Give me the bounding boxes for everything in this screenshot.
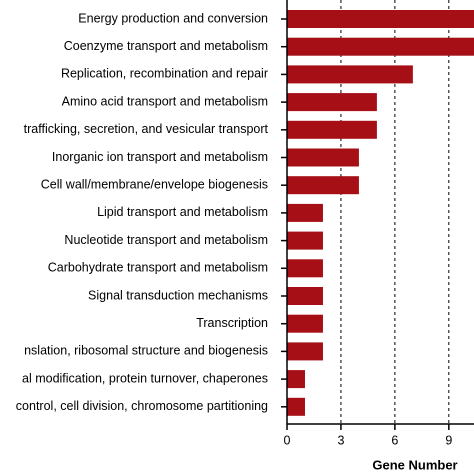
bar [287, 397, 305, 416]
y-tick-label: Amino acid transport and metabolism [62, 94, 268, 108]
y-tick-label: Carbohydrate transport and metabolism [48, 261, 268, 275]
x-tick-label: 0 [284, 433, 291, 447]
y-tick-label: Signal transduction mechanisms [88, 288, 268, 302]
bar [287, 176, 359, 195]
y-tick-label: nslation, ribosomal structure and biogen… [24, 344, 268, 358]
x-tick-label: 9 [445, 433, 452, 447]
bar [287, 342, 323, 361]
x-tick-label: 3 [337, 433, 344, 447]
x-axis-label: Gene Number [372, 457, 457, 472]
x-tick-label: 6 [391, 433, 398, 447]
y-tick-label: control, cell division, chromosome parti… [16, 399, 268, 413]
y-tick-label: Transcription [196, 316, 268, 330]
y-tick-label: Coenzyme transport and metabolism [64, 39, 268, 53]
bar [287, 231, 323, 250]
y-tick-label: Replication, recombination and repair [61, 67, 268, 81]
y-tick-label: al modification, protein turnover, chape… [22, 371, 268, 385]
bar [287, 314, 323, 333]
bar [287, 93, 377, 112]
y-tick-label: Lipid transport and metabolism [97, 205, 268, 219]
bar [287, 370, 305, 389]
bars [287, 10, 474, 416]
bar [287, 10, 474, 28]
bar [287, 120, 377, 139]
y-tick-label: Energy production and conversion [78, 11, 268, 25]
bar [287, 287, 323, 305]
y-tick-label: Inorganic ion transport and metabolism [52, 150, 268, 164]
y-tick-label: Nucleotide transport and metabolism [64, 233, 268, 247]
y-tick-label: trafficking, secretion, and vesicular tr… [24, 122, 269, 136]
bar [287, 259, 323, 278]
bar [287, 148, 359, 167]
bar [287, 37, 474, 56]
grid [340, 0, 450, 424]
bar [287, 65, 413, 84]
bar [287, 203, 323, 222]
y-tick-label: Cell wall/membrane/envelope biogenesis [41, 177, 268, 191]
